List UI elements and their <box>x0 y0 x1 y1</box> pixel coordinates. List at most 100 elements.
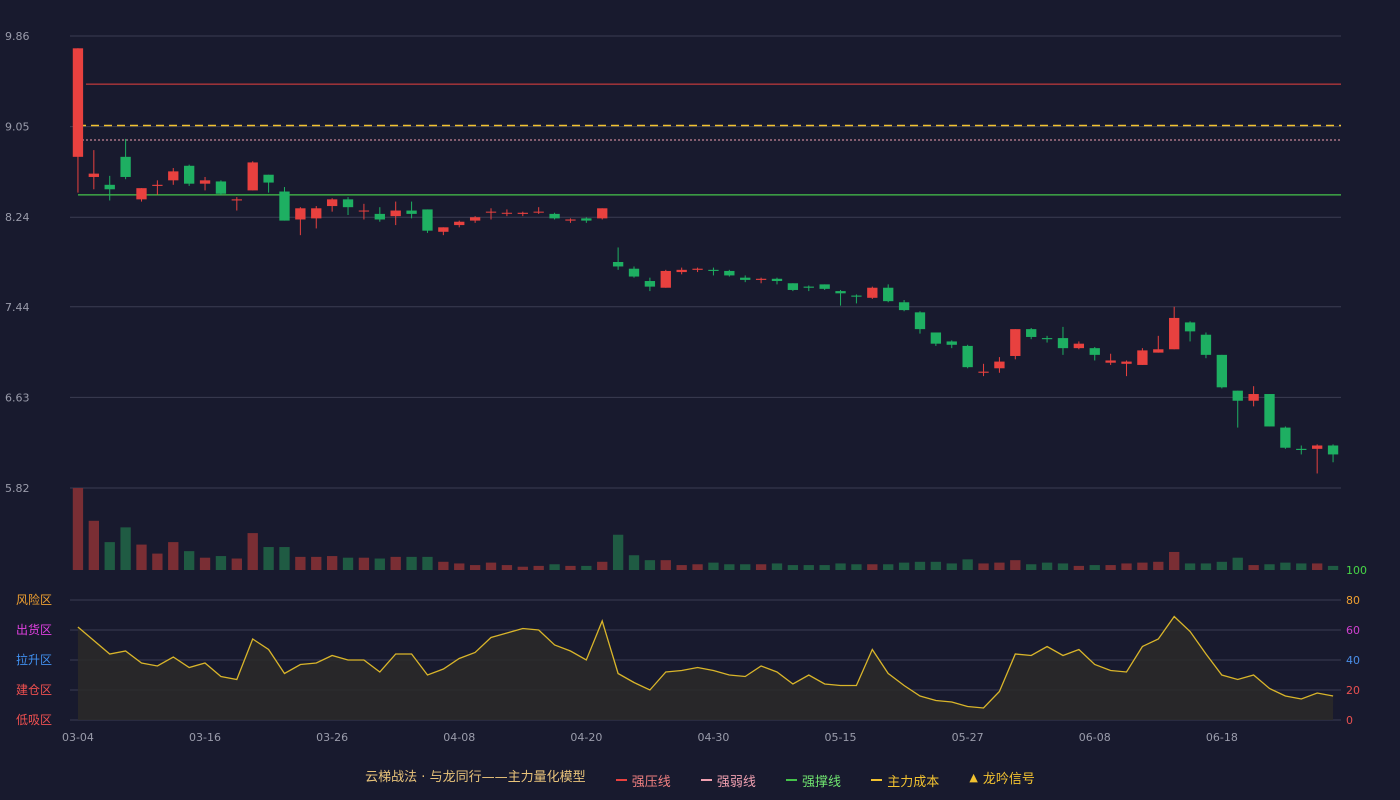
candle-body <box>1121 361 1132 364</box>
legend-item-support[interactable]: 强撑线 <box>786 771 841 790</box>
osc-tick-label: 40 <box>1346 654 1360 667</box>
legend-title: 云梯战法 · 与龙同行——主力量化模型 <box>365 770 586 785</box>
legend-label-support: 强撑线 <box>802 774 842 790</box>
volume-bar <box>1026 564 1037 570</box>
candle-body <box>120 156 131 177</box>
legend-item-pressure[interactable]: 强压线 <box>615 771 671 790</box>
volume-bar <box>168 542 179 570</box>
volume-bar <box>136 544 147 570</box>
legend-label-cost: 主力成本 <box>887 774 940 790</box>
candle <box>660 269 671 288</box>
candle <box>485 208 497 220</box>
candle-body <box>501 212 513 214</box>
candle <box>565 218 576 223</box>
candle <box>1312 444 1323 474</box>
candle-body <box>295 208 306 220</box>
volume-bar <box>485 562 497 570</box>
candle-body <box>279 191 290 221</box>
candle <box>1184 321 1196 342</box>
candle-body <box>1264 394 1275 427</box>
candle <box>311 206 322 229</box>
candle-body <box>1312 445 1323 449</box>
candle <box>692 267 703 273</box>
x-tick-label: 04-20 <box>570 731 602 744</box>
osc-tick-label: 0 <box>1346 714 1353 727</box>
candle-body <box>183 165 195 184</box>
osc-tick-label: 20 <box>1346 684 1360 697</box>
candle-body <box>88 173 99 177</box>
candle <box>978 363 989 377</box>
candle-body <box>342 199 354 208</box>
zone-label: 出货区 <box>16 622 52 637</box>
candle <box>136 188 147 202</box>
candle <box>1200 332 1212 359</box>
volume-bar <box>1232 557 1243 570</box>
candle <box>851 294 862 304</box>
volume-bar <box>1200 563 1212 570</box>
x-tick-label: 06-08 <box>1079 731 1111 744</box>
legend-item-cost[interactable]: 主力成本 <box>871 771 939 790</box>
candle <box>1073 341 1085 350</box>
candle-body <box>851 295 862 297</box>
volume-bar <box>183 551 195 570</box>
legend-label-weak: 强弱线 <box>716 774 756 790</box>
volume-bar <box>867 564 878 570</box>
candle-body <box>565 219 576 221</box>
volume-bar <box>295 556 306 570</box>
candle-body <box>390 210 401 217</box>
volume-bar <box>517 566 528 570</box>
candle-body <box>867 287 878 298</box>
legend-swatch-pressure <box>615 779 627 781</box>
candle <box>898 300 910 312</box>
x-tick-label: 05-27 <box>952 731 984 744</box>
volume-bar <box>771 563 783 570</box>
candle <box>374 207 385 222</box>
volume-bar <box>898 562 910 570</box>
volume-bar <box>755 564 767 570</box>
legend-item-signal[interactable]: ▲ 龙吟信号 <box>969 768 1034 787</box>
price-gridlines <box>70 35 1341 489</box>
candle <box>454 220 465 228</box>
candle-body <box>454 221 465 226</box>
volume-bar <box>120 527 131 570</box>
legend-item-weak[interactable]: 强弱线 <box>700 771 756 790</box>
zone-label: 建仓区 <box>16 683 52 697</box>
candle-body <box>1296 448 1307 450</box>
candle <box>501 209 513 217</box>
price-tick-label: 9.05 <box>5 121 30 134</box>
candle <box>835 289 846 306</box>
candle-body <box>247 162 258 191</box>
volume-bar <box>1073 565 1085 570</box>
candle-body <box>771 278 783 282</box>
candle <box>326 198 338 212</box>
volume-bar <box>390 556 401 570</box>
candle <box>787 283 799 292</box>
candle <box>1057 326 1069 355</box>
candle-body <box>406 210 417 214</box>
candle <box>867 286 878 299</box>
candle-body <box>819 284 830 289</box>
x-tick-label: 04-08 <box>443 731 475 744</box>
candle <box>72 48 84 193</box>
volume-bar <box>612 534 624 570</box>
candle-body <box>914 312 926 330</box>
candle-body <box>1169 317 1180 350</box>
volume-bar <box>1216 561 1228 570</box>
candle <box>803 285 814 292</box>
candle <box>946 340 957 349</box>
volume-bar <box>1296 563 1307 570</box>
candle <box>1026 328 1037 340</box>
volume-bar <box>1010 560 1021 570</box>
candle-body <box>946 341 957 345</box>
candle-body <box>1041 338 1053 340</box>
x-tick-label: 03-26 <box>316 731 348 744</box>
candle <box>120 138 131 180</box>
candle-body <box>263 174 274 183</box>
candle <box>1137 348 1148 365</box>
price-tick-label: 5.82 <box>5 482 30 495</box>
candle-body <box>72 48 84 157</box>
volume-bar <box>342 557 354 570</box>
candle <box>962 344 973 369</box>
x-tick-label: 05-15 <box>825 731 857 744</box>
